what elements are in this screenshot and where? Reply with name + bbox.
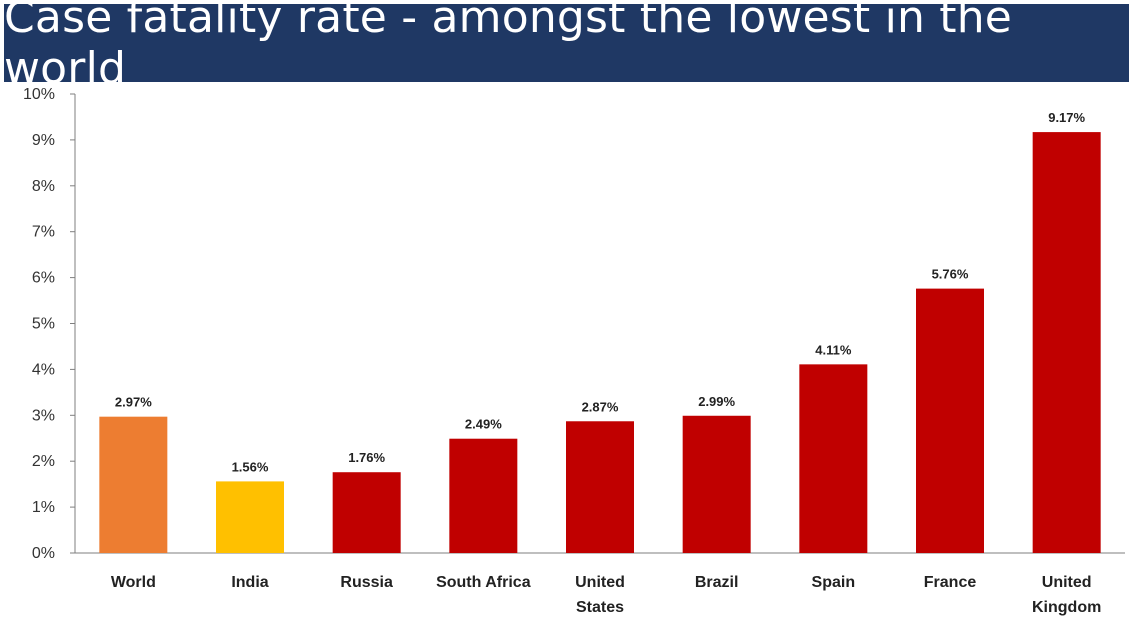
data-label: 9.17% <box>1048 110 1085 125</box>
bar <box>916 288 984 553</box>
y-tick-label: 0% <box>32 545 55 562</box>
category-label: Kingdom <box>1032 599 1101 616</box>
bar <box>449 438 518 553</box>
bar <box>216 481 284 553</box>
category-label: States <box>576 599 624 616</box>
data-label: 1.56% <box>232 459 269 474</box>
category-label: United <box>1042 574 1092 591</box>
category-label: India <box>231 574 268 591</box>
title-banner: Case fatality rate - amongst the lowest … <box>4 0 1129 94</box>
y-tick-label: 3% <box>32 407 55 424</box>
y-tick-label: 2% <box>32 453 55 470</box>
data-label: 2.87% <box>582 399 619 414</box>
y-tick-label: 4% <box>32 361 55 378</box>
data-label: 1.76% <box>348 450 385 465</box>
data-label: 4.11% <box>815 342 852 357</box>
y-tick-label: 8% <box>32 178 55 195</box>
data-label: 2.99% <box>698 394 735 409</box>
y-tick-label: 7% <box>32 224 55 241</box>
y-tick-label: 10% <box>23 86 55 103</box>
category-label: United <box>575 574 625 591</box>
category-label: Spain <box>812 574 856 591</box>
data-label: 5.76% <box>932 267 969 282</box>
bar <box>332 472 401 553</box>
bar <box>799 364 868 553</box>
bar <box>1032 132 1101 554</box>
category-label: Russia <box>340 574 393 591</box>
chart-title: Case fatality rate - amongst the lowest … <box>4 0 1013 94</box>
bar <box>682 415 751 553</box>
y-tick-label: 1% <box>32 499 55 516</box>
data-label: 2.49% <box>465 417 502 432</box>
y-tick-label: 5% <box>32 316 55 333</box>
data-label: 2.97% <box>115 395 152 410</box>
category-label: Brazil <box>695 574 739 591</box>
y-tick-label: 6% <box>32 270 55 287</box>
category-label: South Africa <box>436 574 531 591</box>
bar <box>566 421 634 553</box>
y-tick-label: 9% <box>32 132 55 149</box>
bar <box>99 416 168 553</box>
category-label: France <box>924 574 977 591</box>
category-label: World <box>111 574 156 591</box>
